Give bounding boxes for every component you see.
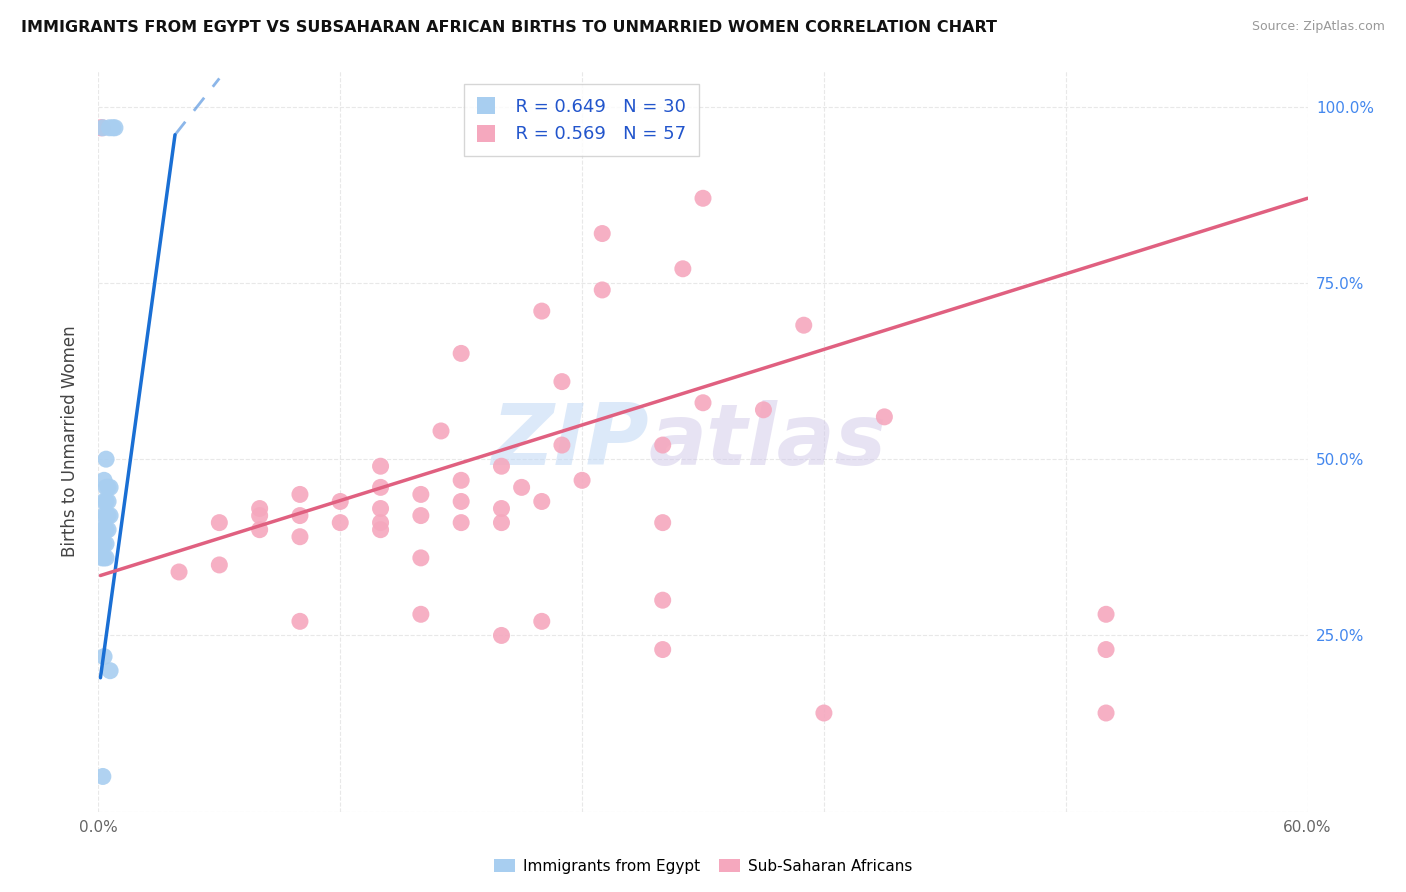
Point [409,550,432,565]
Point [491,459,513,474]
Point [93,494,115,508]
Point [93,508,115,523]
Point [101,120,124,135]
Point [651,438,673,452]
Text: ZIP: ZIP [491,400,648,483]
Point [1095,642,1118,657]
Point [370,459,392,474]
Point [93,537,115,551]
Legend:   R = 0.649   N = 30,   R = 0.569   N = 57: R = 0.649 N = 30, R = 0.569 N = 57 [464,84,699,156]
Point [329,494,352,508]
Point [91,550,114,565]
Point [94,480,117,494]
Point [692,191,714,205]
Point [551,375,574,389]
Point [370,501,392,516]
Point [91,120,114,135]
Point [104,120,127,135]
Point [97,494,120,508]
Point [450,346,472,360]
Point [288,487,311,501]
Point [491,501,513,516]
Point [409,607,432,622]
Point [692,396,714,410]
Point [94,452,117,467]
Point [370,516,392,530]
Point [97,508,120,523]
Point [551,438,574,452]
Point [530,494,553,508]
Point [430,424,453,438]
Point [249,508,271,523]
Y-axis label: Births to Unmarried Women: Births to Unmarried Women [60,326,79,558]
Point [288,615,311,629]
Point [93,523,115,537]
Point [167,565,190,579]
Point [873,409,896,424]
Point [793,318,815,333]
Point [409,487,432,501]
Text: atlas: atlas [648,400,887,483]
Point [450,473,472,487]
Point [208,558,231,572]
Point [91,537,114,551]
Point [97,523,120,537]
Point [510,480,533,494]
Point [98,664,121,678]
Point [94,523,117,537]
Point [370,523,392,537]
Point [91,523,114,537]
Legend: Immigrants from Egypt, Sub-Saharan Africans: Immigrants from Egypt, Sub-Saharan Afric… [488,853,918,880]
Point [93,550,115,565]
Point [409,508,432,523]
Point [91,769,114,783]
Point [288,508,311,523]
Text: Source: ZipAtlas.com: Source: ZipAtlas.com [1251,20,1385,33]
Point [491,628,513,642]
Point [249,501,271,516]
Point [98,480,121,494]
Point [651,516,673,530]
Point [571,473,593,487]
Point [97,480,120,494]
Point [450,494,472,508]
Point [208,516,231,530]
Point [1095,706,1118,720]
Point [94,537,117,551]
Point [752,402,775,417]
Point [98,120,121,135]
Text: IMMIGRANTS FROM EGYPT VS SUBSAHARAN AFRICAN BIRTHS TO UNMARRIED WOMEN CORRELATIO: IMMIGRANTS FROM EGYPT VS SUBSAHARAN AFRI… [21,20,997,35]
Point [450,516,472,530]
Point [94,508,117,523]
Point [591,283,613,297]
Point [813,706,835,720]
Point [249,523,271,537]
Point [530,615,553,629]
Point [98,508,121,523]
Point [93,473,115,487]
Point [591,227,613,241]
Point [329,516,352,530]
Point [370,480,392,494]
Point [651,642,673,657]
Point [94,550,117,565]
Point [530,304,553,318]
Point [94,494,117,508]
Point [93,649,115,664]
Point [89,120,111,135]
Point [91,120,114,135]
Point [651,593,673,607]
Point [1095,607,1118,622]
Point [288,530,311,544]
Point [491,516,513,530]
Point [672,261,695,276]
